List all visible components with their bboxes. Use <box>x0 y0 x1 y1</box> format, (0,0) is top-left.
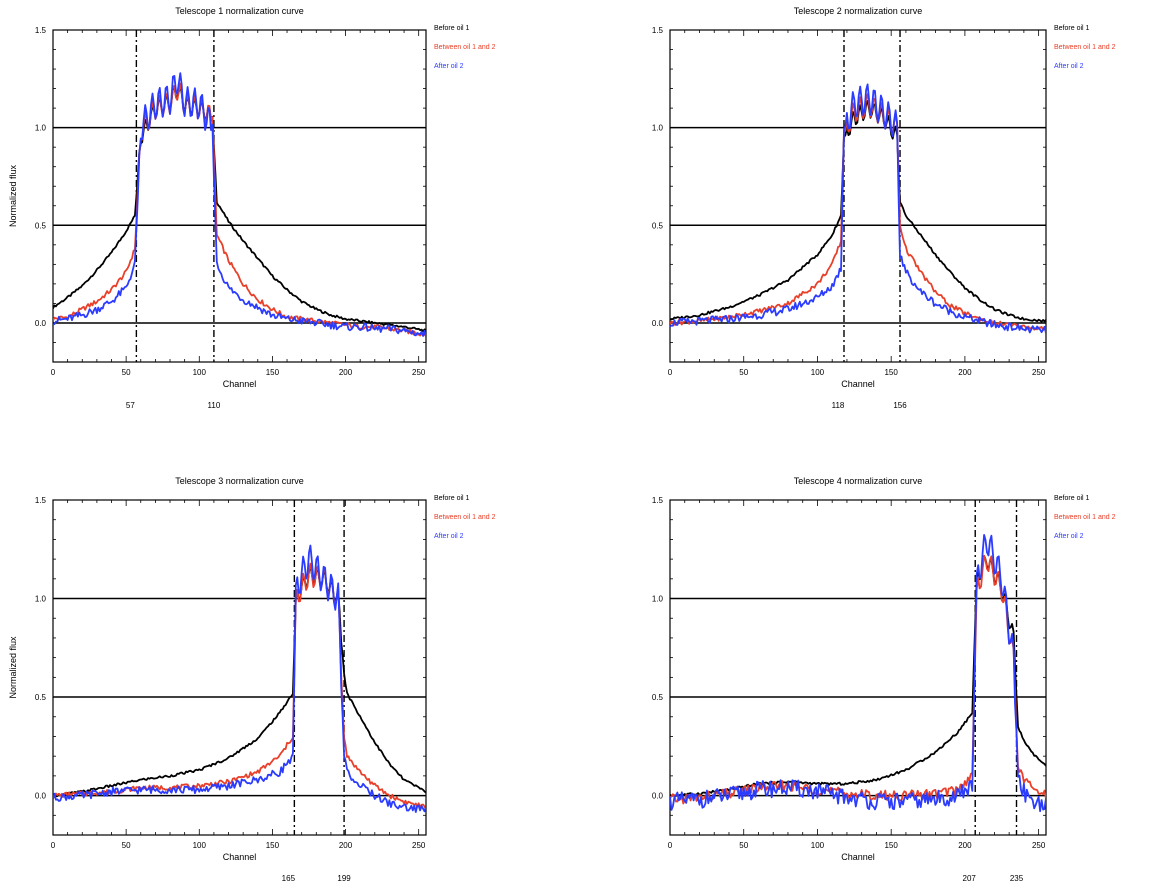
chart-panel-4: Telescope 4 normalization curve 0 50 100 150… <box>652 476 1116 881</box>
plot-frame <box>52 29 427 363</box>
series-line <box>53 562 426 810</box>
channel-marker-label: 57 <box>126 401 135 410</box>
x-tick-label: 50 <box>122 368 131 377</box>
y-tick-label: 1.0 <box>35 595 47 604</box>
x-tick-label: 250 <box>412 368 426 377</box>
series-line <box>53 565 426 798</box>
chart-title: Telescope 3 normalization curve <box>175 476 304 486</box>
y-tick-label: 1.5 <box>652 26 664 35</box>
plot-frame <box>669 29 1047 363</box>
series-line <box>670 554 1046 805</box>
chart-title: Telescope 1 normalization curve <box>175 6 304 16</box>
x-tick-label: 0 <box>51 841 56 850</box>
series-line <box>670 555 1046 797</box>
y-tick-label: 1.5 <box>35 26 47 35</box>
channel-marker-label: 165 <box>282 874 296 881</box>
series-line <box>53 82 426 337</box>
y-tick-label: 0.5 <box>35 693 47 702</box>
channel-marker-label: 110 <box>208 401 221 410</box>
y-axis-label: Normalized flux <box>8 636 18 699</box>
x-axis-label: Channel <box>223 852 257 862</box>
series-line <box>670 83 1046 334</box>
x-tick-label: 50 <box>739 841 748 850</box>
x-tick-label: 0 <box>668 368 673 377</box>
x-axis-label: Channel <box>841 379 875 389</box>
x-tick-label: 200 <box>958 368 972 377</box>
chart-panel-1: Telescope 1 normalization curve 0 50 100 150… <box>8 6 496 410</box>
channel-marker-label: 235 <box>1010 874 1024 881</box>
x-tick-label: 200 <box>339 368 353 377</box>
chart-panel-3: Telescope 3 normalization curve 0 50 100 150… <box>8 476 496 881</box>
x-tick-label: 250 <box>412 841 426 850</box>
channel-marker-label: 118 <box>832 401 845 410</box>
channel-marker-label: 156 <box>893 401 907 410</box>
y-tick-label: 0.5 <box>35 221 47 230</box>
series-line <box>670 100 1046 323</box>
series-line <box>670 93 1046 332</box>
x-tick-label: 50 <box>122 841 131 850</box>
series-line <box>53 85 426 333</box>
y-tick-label: 0.5 <box>652 221 664 230</box>
x-tick-label: 100 <box>811 841 825 850</box>
chart-title: Telescope 4 normalization curve <box>794 476 923 486</box>
x-tick-label: 100 <box>193 841 207 850</box>
y-tick-label: 0.0 <box>652 319 664 328</box>
legend-item: Between oil 1 and 2 <box>1054 44 1116 51</box>
legend-item: Between oil 1 and 2 <box>434 44 496 51</box>
legend-item: Before oil 1 <box>1054 495 1090 502</box>
x-tick-label: 50 <box>739 368 748 377</box>
legend-item: Between oil 1 and 2 <box>434 514 496 521</box>
x-tick-label: 150 <box>266 841 280 850</box>
legend-item: Between oil 1 and 2 <box>1054 514 1116 521</box>
x-tick-label: 150 <box>884 368 898 377</box>
legend-item: After oil 2 <box>1054 533 1084 540</box>
y-axis-label: Normalized flux <box>8 164 18 227</box>
x-tick-label: 0 <box>51 368 56 377</box>
y-tick-label: 0.5 <box>652 693 664 702</box>
y-tick-label: 0.0 <box>35 319 47 328</box>
series-line <box>670 534 1046 813</box>
legend-item: After oil 2 <box>1054 63 1084 70</box>
legend-item: After oil 2 <box>434 533 464 540</box>
y-tick-label: 0.0 <box>652 792 664 801</box>
x-tick-label: 150 <box>266 368 280 377</box>
chart-title: Telescope 2 normalization curve <box>794 6 923 16</box>
x-tick-label: 250 <box>1032 368 1046 377</box>
series-line <box>53 72 426 338</box>
x-tick-label: 200 <box>339 841 353 850</box>
plot-frame <box>669 499 1047 836</box>
y-tick-label: 0.0 <box>35 792 47 801</box>
x-axis-label: Channel <box>841 852 875 862</box>
x-tick-label: 100 <box>193 368 207 377</box>
x-tick-label: 200 <box>958 841 972 850</box>
chart-panel-2: Telescope 2 normalization curve 0 50 100 150… <box>652 6 1116 410</box>
legend-item: After oil 2 <box>434 63 464 70</box>
y-tick-label: 1.0 <box>652 124 664 133</box>
legend-item: Before oil 1 <box>434 25 470 32</box>
series-line <box>53 544 426 813</box>
x-axis-label: Channel <box>223 379 257 389</box>
channel-marker-label: 207 <box>963 874 977 881</box>
x-tick-label: 150 <box>884 841 898 850</box>
legend-item: Before oil 1 <box>1054 25 1090 32</box>
y-tick-label: 1.0 <box>652 595 664 604</box>
plot-frame <box>52 499 427 836</box>
channel-marker-label: 199 <box>337 874 351 881</box>
x-tick-label: 250 <box>1032 841 1046 850</box>
y-tick-label: 1.5 <box>652 496 664 505</box>
x-tick-label: 100 <box>811 368 825 377</box>
x-tick-label: 0 <box>668 841 673 850</box>
legend-item: Before oil 1 <box>434 495 470 502</box>
y-tick-label: 1.5 <box>35 496 47 505</box>
y-tick-label: 1.0 <box>35 124 47 133</box>
